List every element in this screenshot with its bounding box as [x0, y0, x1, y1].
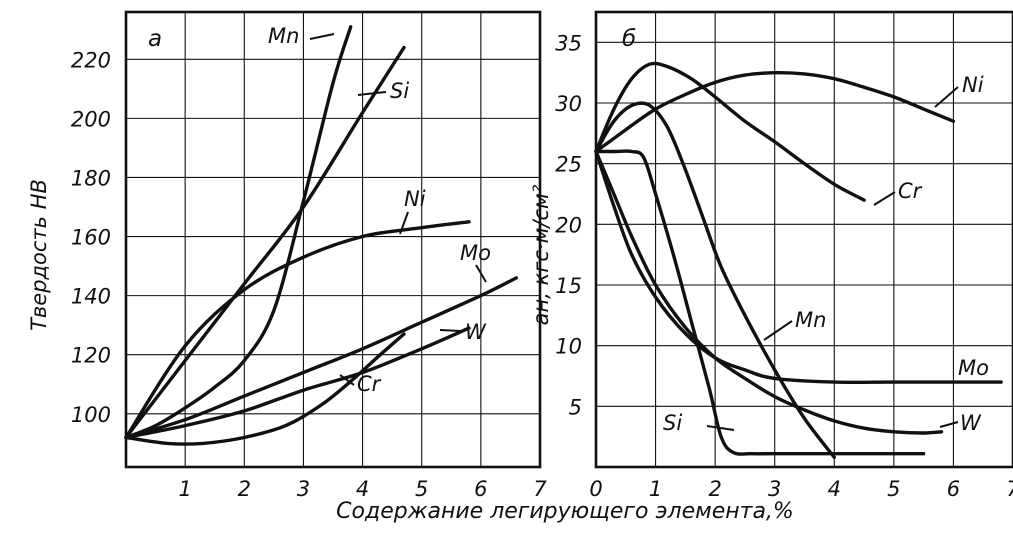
- panel-label-b: б: [622, 26, 636, 52]
- y-tick-label: 25: [555, 153, 582, 177]
- series-line-mo-a: [124, 276, 518, 440]
- x-tick-label: 2: [708, 477, 721, 501]
- series-leader-mo-a: [475, 264, 487, 283]
- y-axis-label-b: aн, кгс·м/см²: [529, 184, 553, 325]
- series-leader-cr-b: [873, 191, 896, 206]
- series-label-ni-b: Ni: [962, 73, 984, 97]
- y-tick-label: 180: [71, 166, 111, 190]
- series-line-cr-a: [124, 332, 406, 446]
- series-label-mn-a: Mn: [268, 24, 299, 48]
- plot-frame-a: [124, 10, 542, 469]
- series-line-w-b: [594, 149, 944, 435]
- x-tick-label: 4: [356, 477, 369, 501]
- series-line-w-a: [124, 326, 471, 440]
- x-tick-label: 0: [589, 477, 602, 501]
- series-line-ni-a: [124, 220, 471, 440]
- series-label-ni-a: Ni: [404, 187, 426, 211]
- x-tick-label: 5: [415, 477, 428, 501]
- series-label-mo-a: Mo: [460, 241, 491, 265]
- y-tick-label: 100: [71, 403, 111, 427]
- series-line-mn-b: [594, 101, 836, 459]
- series-line-cr-b: [594, 61, 866, 202]
- series-leader-w-a: [439, 329, 461, 332]
- panel-label-a: а: [148, 26, 162, 52]
- series-label-w-b: W: [960, 411, 982, 435]
- x-tick-label: 1: [649, 477, 662, 501]
- shared-x-axis-label: Содержание легирующего элемента,%: [336, 499, 794, 524]
- series-label-mo-b: Mo: [958, 356, 989, 380]
- series-line-mo-b: [594, 149, 1003, 385]
- panel-b-impact-toughness: 0 1 2 3 4 5 6 7 5 10 15 20 25 30 35 б aн, кгс·м/см² Ni Cr M…: [529, 10, 1013, 501]
- series-leader-mn-b: [763, 320, 793, 341]
- series-line-si-b: [594, 149, 926, 456]
- series-label-w-a: W: [465, 320, 487, 344]
- series-leader-w-b: [939, 421, 959, 428]
- series-leader-mn-a: [309, 33, 335, 40]
- y-tick-label: 35: [555, 31, 582, 55]
- series-label-si-a: Si: [390, 79, 409, 103]
- x-tick-label: 4: [828, 477, 841, 501]
- y-tick-label: 120: [71, 344, 111, 368]
- series-label-mn-b: Mn: [795, 308, 826, 332]
- x-tick-label: 7: [533, 477, 547, 501]
- x-tick-label: 6: [474, 477, 487, 501]
- series-line-si-a: [124, 45, 406, 440]
- y-tick-label: 10: [555, 335, 582, 359]
- series-leader-ni-b: [934, 86, 959, 108]
- y-tick-label: 5: [569, 395, 582, 419]
- y-tick-label: 200: [71, 107, 111, 131]
- x-tick-label: 5: [887, 477, 900, 501]
- y-tick-label: 160: [71, 226, 111, 250]
- y-tick-label: 220: [71, 48, 111, 72]
- panel-a-hardness: 1 2 3 4 5 6 7 100 120 140 160 180 200 220 а Твердость Н…: [27, 10, 547, 501]
- series-label-cr-a: Cr: [357, 372, 382, 396]
- x-tick-label: 3: [768, 477, 781, 501]
- series-leader-si-b: [706, 425, 735, 431]
- y-tick-label: 15: [555, 274, 582, 298]
- series-line-mn-a: [124, 25, 353, 440]
- x-tick-label: 7: [1006, 477, 1013, 501]
- x-tick-label: 2: [238, 477, 251, 501]
- series-label-cr-b: Cr: [898, 179, 923, 203]
- y-tick-label: 140: [71, 285, 111, 309]
- y-tick-label: 30: [555, 92, 582, 116]
- y-axis-label-a: Твердость НВ: [27, 179, 51, 331]
- series-leader-si-a: [357, 91, 387, 96]
- series-label-si-b: Si: [663, 411, 682, 435]
- x-tick-label: 3: [297, 477, 310, 501]
- y-tick-label: 20: [555, 213, 582, 237]
- series-leader-cr-a: [339, 374, 355, 386]
- x-tick-label: 1: [178, 477, 191, 501]
- series-leader-ni-a: [399, 211, 409, 235]
- plot-frame-b: [594, 10, 1013, 469]
- x-tick-label: 6: [947, 477, 960, 501]
